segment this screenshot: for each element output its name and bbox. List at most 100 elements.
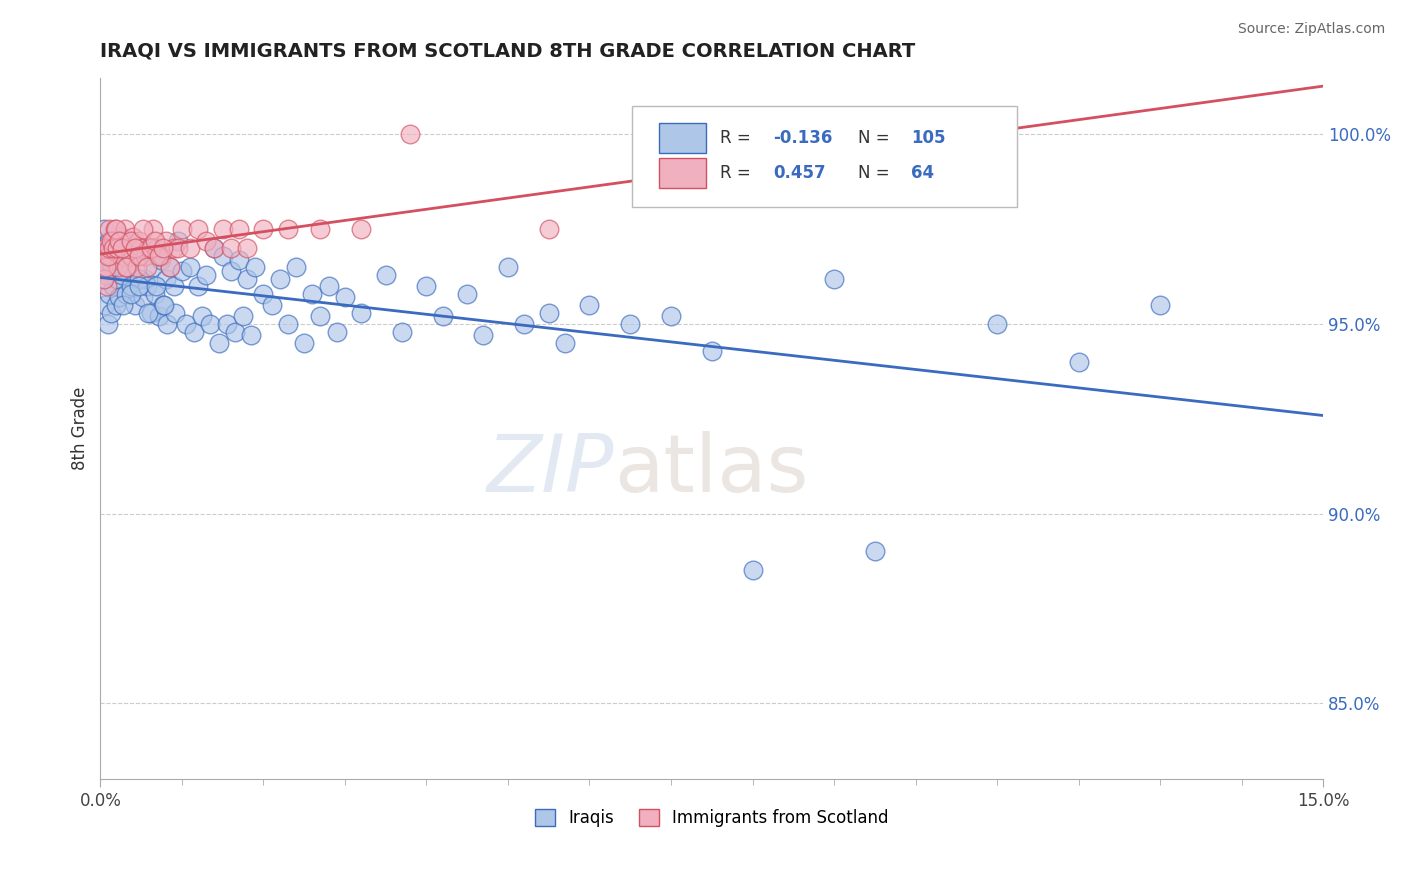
Point (399, 128, 422, 142)
Point (101, 234, 124, 248)
Point (100, 234, 122, 248)
Y-axis label: 8th Grade: 8th Grade (72, 386, 89, 470)
Point (115, 260, 138, 274)
Point (823, 271, 845, 285)
Point (97, 222, 120, 236)
Point (124, 298, 146, 312)
Point (986, 317, 1008, 331)
Point (219, 241, 242, 255)
Point (741, 563, 763, 577)
Point (236, 271, 259, 285)
Point (163, 279, 186, 293)
Text: N =: N = (859, 164, 896, 182)
Point (122, 268, 145, 282)
Point (215, 317, 238, 331)
Point (143, 234, 166, 248)
Point (105, 241, 128, 255)
Point (228, 222, 250, 236)
Point (333, 290, 356, 304)
Point (96, 279, 118, 293)
Point (1067, 355, 1090, 369)
Point (103, 241, 125, 255)
Point (118, 237, 141, 252)
Point (136, 305, 159, 319)
Point (145, 279, 167, 293)
Point (187, 222, 209, 236)
Point (128, 249, 150, 263)
Text: 64: 64 (911, 164, 934, 182)
Point (100, 305, 122, 319)
Point (152, 241, 174, 255)
Point (91, 260, 114, 274)
Point (125, 249, 148, 263)
Point (122, 229, 145, 244)
Point (204, 241, 226, 255)
Point (104, 260, 127, 274)
Point (1149, 298, 1171, 312)
Point (170, 264, 193, 278)
Point (207, 335, 229, 350)
Point (125, 260, 148, 274)
Point (277, 317, 299, 331)
Point (148, 310, 170, 324)
Point (228, 252, 250, 267)
FancyBboxPatch shape (633, 105, 1018, 207)
Point (128, 279, 150, 293)
Point (309, 222, 332, 236)
Point (142, 222, 165, 236)
Point (107, 260, 129, 274)
Point (114, 260, 136, 274)
Point (159, 260, 181, 274)
Point (132, 290, 155, 304)
Point (456, 286, 478, 301)
Point (110, 268, 132, 282)
Point (107, 271, 129, 285)
Point (103, 279, 125, 293)
Point (513, 317, 536, 331)
Point (146, 241, 169, 255)
Point (97, 249, 120, 263)
Point (277, 222, 299, 236)
Point (179, 260, 201, 274)
Text: R =: R = (720, 129, 756, 147)
Point (155, 234, 177, 248)
Point (135, 279, 157, 293)
Point (112, 298, 135, 312)
Point (117, 260, 139, 274)
Point (138, 241, 160, 255)
Point (224, 325, 246, 339)
Point (128, 234, 150, 248)
Point (252, 222, 274, 236)
Point (134, 249, 156, 263)
Text: R =: R = (720, 164, 756, 182)
Point (155, 271, 177, 285)
Point (165, 305, 187, 319)
Point (174, 317, 197, 331)
Point (415, 279, 437, 293)
Point (391, 325, 413, 339)
Point (120, 279, 142, 293)
Point (152, 298, 174, 312)
Point (156, 317, 179, 331)
Point (170, 222, 193, 236)
Point (96, 260, 118, 274)
Point (98, 286, 121, 301)
Point (100, 260, 122, 274)
Point (153, 298, 176, 312)
Point (183, 325, 205, 339)
Point (150, 252, 173, 267)
Point (318, 279, 340, 293)
Point (166, 234, 188, 248)
Point (128, 271, 150, 285)
Text: 105: 105 (911, 129, 946, 147)
Point (115, 286, 138, 301)
Point (496, 260, 519, 274)
Point (252, 286, 274, 301)
Legend: Iraqis, Immigrants from Scotland: Iraqis, Immigrants from Scotland (529, 802, 896, 834)
Point (236, 241, 259, 255)
Bar (659, 158, 706, 187)
Point (94, 268, 117, 282)
Point (326, 325, 349, 339)
Point (240, 328, 263, 343)
Point (93, 222, 115, 236)
